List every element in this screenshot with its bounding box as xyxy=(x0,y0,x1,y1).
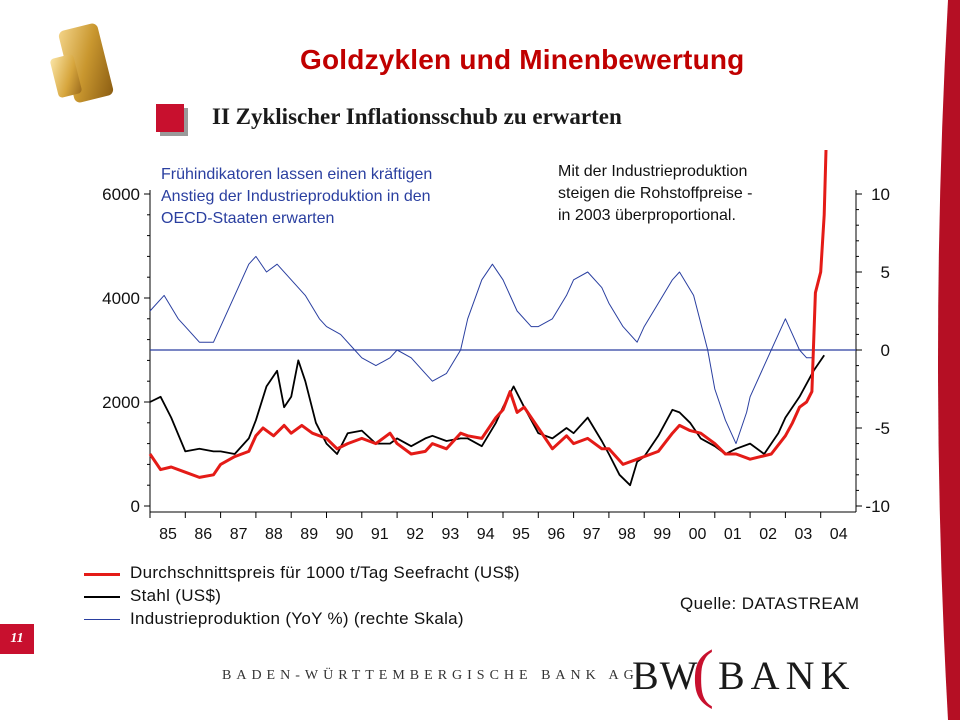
page-subtitle: II Zyklischer Inflationsschub zu erwarte… xyxy=(212,104,622,129)
note-commodity-prices: Mit der Industrieproduktion steigen die … xyxy=(558,161,838,227)
y-right-tick-label: 0 xyxy=(881,341,890,360)
x-tick-label: 04 xyxy=(830,526,848,543)
series-line-freight xyxy=(148,149,828,479)
y-left-tick-label: 2000 xyxy=(102,393,140,412)
series-line-steel xyxy=(149,354,825,487)
page-title: Goldzyklen und Minenbewertung xyxy=(300,44,745,75)
legend-swatch xyxy=(84,596,120,598)
logo-text-bank: BANK xyxy=(718,653,856,698)
y-left-tick-label: 6000 xyxy=(102,185,140,204)
x-tick-label: 85 xyxy=(159,526,177,543)
legend-swatch xyxy=(84,619,120,620)
legend-label: Industrieproduktion (YoY %) (rechte Skal… xyxy=(130,609,464,628)
x-tick-label: 01 xyxy=(724,526,742,543)
y-right-tick-label: 5 xyxy=(881,263,890,282)
page-number: 11 xyxy=(0,624,34,654)
note-right-line: steigen die Rohstoffpreise - xyxy=(558,185,753,202)
x-tick-label: 87 xyxy=(230,526,248,543)
y-right-tick-label: 10 xyxy=(871,185,890,204)
chart-series-layer xyxy=(148,149,856,487)
x-tick-label: 93 xyxy=(442,526,460,543)
x-tick-label: 92 xyxy=(406,526,424,543)
note-leading-indicators: Frühindikatoren lassen einen kräftigen A… xyxy=(161,164,541,230)
x-tick-label: 86 xyxy=(194,526,212,543)
x-tick-label: 91 xyxy=(371,526,389,543)
logo-paren-icon: ( xyxy=(692,637,714,710)
x-tick-label: 95 xyxy=(512,526,530,543)
note-left-line: Frühindikatoren lassen einen kräftigen xyxy=(161,166,433,183)
legend-label: Stahl (US$) xyxy=(130,586,222,605)
legend-swatch xyxy=(84,573,120,576)
bullet-square xyxy=(156,104,184,132)
gold-bar-logo xyxy=(50,23,114,103)
x-tick-label: 00 xyxy=(689,526,707,543)
x-tick-label: 89 xyxy=(300,526,318,543)
y-left-tick-label: 4000 xyxy=(102,289,140,308)
decorative-curve xyxy=(938,0,960,720)
x-tick-label: 98 xyxy=(618,526,636,543)
x-tick-label: 99 xyxy=(653,526,671,543)
note-left-line: OECD-Staaten erwarten xyxy=(161,210,335,227)
source-note: Quelle: DATASTREAM xyxy=(680,594,860,613)
note-left-line: Anstieg der Industrieproduktion in den xyxy=(161,188,431,205)
y-left-tick-label: 0 xyxy=(131,497,140,516)
bank-name: BADEN-WÜRTTEMBERGISCHE BANK AG xyxy=(222,668,639,683)
x-tick-label: 96 xyxy=(547,526,565,543)
legend-label: Durchschnittspreis für 1000 t/Tag Seefra… xyxy=(130,563,520,582)
x-tick-label: 02 xyxy=(759,526,777,543)
y-right-tick-label: -10 xyxy=(865,497,890,516)
x-tick-label: 03 xyxy=(795,526,813,543)
note-right-line: in 2003 überproportional. xyxy=(558,207,736,224)
series-line-production xyxy=(149,255,814,445)
x-tick-label: 88 xyxy=(265,526,283,543)
logo-text-bw: BW xyxy=(632,653,699,698)
x-tick-label: 90 xyxy=(336,526,354,543)
x-tick-label: 94 xyxy=(477,526,495,543)
note-right-line: Mit der Industrieproduktion xyxy=(558,163,748,180)
y-right-tick-label: -5 xyxy=(875,419,890,438)
x-tick-label: 97 xyxy=(583,526,601,543)
